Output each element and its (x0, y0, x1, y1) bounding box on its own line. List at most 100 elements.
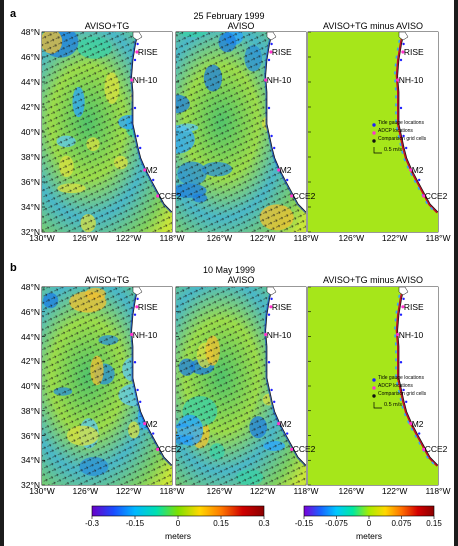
map-b-3-coastline (397, 286, 439, 466)
tide-gauge-marker (152, 178, 155, 182)
lon-label: 126°W (206, 486, 233, 496)
adcp-marker (401, 50, 405, 54)
map-b-3-coastal-blue (393, 287, 436, 466)
lon-label: 122°W (381, 233, 408, 243)
map-b-2-coastline (265, 286, 307, 466)
lon-label: 118°W (293, 233, 319, 243)
tide-gauge-marker (270, 297, 273, 301)
tide-gauge-marker (267, 313, 271, 316)
legend-marker (372, 386, 376, 390)
colorbar-tick-label: 0.15 (426, 519, 442, 528)
map-a-1-ocean (42, 32, 172, 232)
scale-arrow (373, 147, 382, 154)
column-title: AVISO+TG (84, 275, 130, 285)
map-b-1-ocean (42, 287, 172, 485)
adcp-marker (409, 168, 413, 172)
map-b-2-land (265, 287, 306, 485)
tide-gauge-marker (133, 313, 137, 316)
lat-label: 48°N (21, 27, 40, 37)
station-label: RISE (403, 301, 424, 312)
lon-label: 118°W (425, 233, 451, 243)
tide-gauge-marker (136, 388, 139, 392)
tide-gauge-marker (267, 361, 271, 364)
map-a-1-island (132, 31, 143, 41)
lat-label: 42°N (21, 356, 40, 367)
station-label: CCE2 (424, 191, 448, 201)
adcp-marker (143, 168, 147, 172)
adcp-marker (156, 194, 160, 198)
adcp-marker (135, 305, 139, 309)
lon-label: 122°W (115, 233, 142, 243)
map-b-2 (175, 286, 307, 486)
lon-label: 126°W (72, 486, 99, 496)
lat-label: 46°N (21, 52, 40, 62)
lon-label: 118°W (293, 486, 319, 496)
legend-marker (372, 394, 376, 398)
tide-gauge-marker (402, 42, 405, 46)
colorbar-tick-label: 0 (175, 519, 181, 528)
lon-label: 122°W (115, 486, 142, 496)
station-label: NH-10 (132, 329, 158, 340)
station-label: NH-10 (132, 75, 158, 85)
lat-label: 32°N (21, 480, 40, 490)
column-title: AVISO+TG minus AVISO (323, 21, 423, 31)
tide-gauge-marker (273, 146, 276, 150)
legend-marker (372, 123, 376, 127)
colorbar-right (303, 505, 435, 517)
tide-gauge-marker (405, 400, 408, 404)
map-a-3-coastline (397, 31, 439, 213)
panel-date: 25 February 1999 (193, 11, 265, 21)
lat-label: 34°N (21, 455, 40, 466)
legend-item: Comparison grid cells (378, 391, 427, 397)
figure-sheet: a 25 February 1999 AVISO+TG RISE NH-10 M2 CCE2… (4, 0, 454, 546)
panel-letter-b: b (10, 262, 17, 274)
map-a-1-coastline (131, 31, 173, 213)
lat-label: 40°N (21, 381, 40, 391)
adcp-marker (409, 422, 413, 426)
colorbar-tick-label: 0.15 (213, 519, 229, 528)
station-label: CCE2 (158, 191, 182, 201)
legend-scale: 0.5 m/s (384, 147, 403, 153)
tide-gauge-marker (136, 42, 139, 46)
map-b-1 (41, 286, 173, 486)
tide-gauge-marker (286, 178, 289, 182)
lon-label: 126°W (72, 233, 99, 243)
map-a-2 (175, 31, 307, 233)
legend-item: Tide gauge locations (378, 375, 424, 381)
tide-gauge-marker (399, 361, 403, 364)
adcp-marker (422, 194, 426, 198)
lat-label: 32°N (21, 227, 40, 237)
station-label: CCE2 (158, 444, 182, 455)
adcp-marker (277, 422, 281, 426)
tide-gauge-marker (133, 106, 137, 110)
map-b-1-coastline (131, 286, 173, 466)
panel-letter-a: a (10, 8, 17, 20)
tide-gauge-marker (136, 297, 139, 301)
station-label: NH-10 (266, 329, 292, 340)
map-a-3-coastal-blue (393, 32, 436, 213)
lon-label: 126°W (206, 233, 233, 243)
tide-gauge-marker (270, 388, 273, 392)
colorbar-tick-label: -0.15 (294, 519, 314, 528)
tide-gauge-marker (402, 297, 405, 301)
map-b-1-island (132, 286, 143, 296)
tide-gauge-marker (133, 58, 137, 62)
column-title: AVISO+TG (84, 21, 130, 31)
tide-gauge-marker (418, 432, 421, 435)
adcp-marker (422, 447, 426, 451)
map-b-1-land (131, 287, 172, 485)
map-b-3-land (397, 287, 438, 485)
tide-gauge-marker (133, 361, 137, 364)
map-a-2-land (265, 32, 306, 232)
adcp-marker (156, 447, 160, 451)
tide-gauge-marker (270, 42, 273, 46)
map-a-2-island (266, 31, 277, 41)
tide-gauge-marker (139, 146, 142, 150)
legend-item: ADCP locations (378, 128, 413, 134)
lat-label: 36°N (21, 177, 40, 187)
lon-label: 126°W (338, 233, 365, 243)
map-a-3-island (398, 31, 409, 41)
lon-label: 122°W (249, 486, 276, 496)
station-label: CCE2 (424, 444, 448, 455)
map-b-3-island (398, 286, 409, 296)
